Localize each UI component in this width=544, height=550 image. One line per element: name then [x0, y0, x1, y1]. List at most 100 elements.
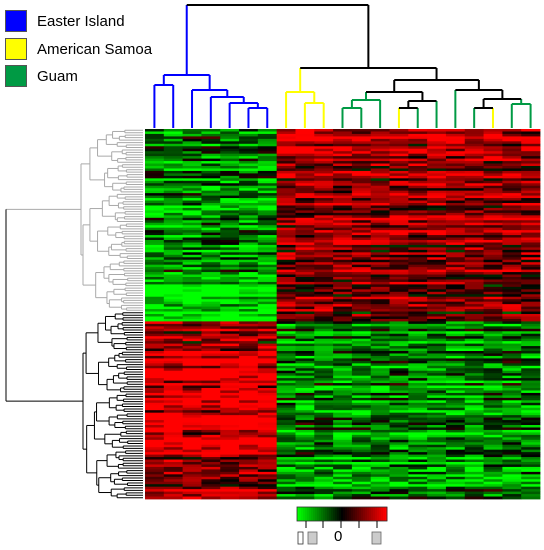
heatmap-cell	[370, 143, 390, 147]
heatmap-cell	[295, 289, 315, 293]
heatmap-cell	[351, 156, 372, 159]
heatmap-cell	[351, 272, 372, 275]
heatmap-cell	[333, 205, 353, 209]
heatmap-cell	[351, 341, 372, 344]
heatmap-cell	[445, 489, 466, 492]
heatmap-cell	[445, 464, 466, 468]
heatmap-cell	[163, 133, 184, 137]
heatmap-cell	[145, 210, 165, 214]
heatmap-cell	[370, 264, 390, 268]
heatmap-cell	[163, 368, 184, 372]
heatmap-cell	[445, 351, 466, 354]
heatmap-cell	[145, 225, 165, 229]
heatmap-cell	[483, 355, 503, 359]
heatmap-cell	[257, 341, 278, 344]
heatmap-cell	[483, 175, 503, 179]
heatmap-cell	[220, 392, 240, 396]
heatmap-cell	[163, 274, 184, 278]
heatmap-cell	[502, 380, 522, 384]
heatmap-cell	[333, 200, 353, 204]
heatmap-cell	[333, 484, 353, 488]
heatmap-cell	[464, 143, 484, 147]
heatmap-cell	[239, 400, 259, 404]
heatmap-cell	[427, 257, 447, 261]
heatmap-cell	[333, 195, 353, 199]
heatmap-cell	[351, 469, 372, 473]
heatmap-cell	[276, 363, 296, 367]
heatmap-cell	[389, 291, 409, 295]
heatmap-cell	[201, 378, 221, 381]
heatmap-cell	[389, 333, 409, 337]
heatmap-cell	[483, 432, 503, 436]
heatmap-cell	[483, 210, 503, 214]
heatmap-cell	[464, 175, 484, 179]
heatmap-cell	[521, 459, 541, 463]
heatmap-cell	[145, 407, 165, 411]
heatmap-cell	[182, 484, 202, 488]
heatmap-cell	[370, 341, 390, 344]
heatmap-cell	[370, 368, 390, 372]
heatmap-cell	[521, 348, 541, 352]
heatmap-cell	[521, 291, 541, 295]
heatmap-cell	[201, 336, 221, 340]
heatmap-cell	[445, 249, 466, 253]
heatmap-cell	[145, 168, 165, 172]
heatmap-cell	[239, 496, 259, 500]
heatmap-cell	[314, 442, 334, 446]
heatmap-cell	[427, 272, 447, 275]
heatmap-cell	[351, 365, 372, 369]
heatmap-cell	[295, 353, 315, 357]
heatmap-cell	[370, 326, 390, 330]
heatmap-cell	[427, 198, 447, 201]
legend-item-american-samoa: American Samoa	[5, 38, 152, 60]
heatmap-cell	[276, 175, 296, 179]
heatmap-cell	[182, 242, 202, 246]
heatmap-cell	[464, 449, 484, 453]
heatmap-cell	[351, 304, 372, 307]
heatmap-cell	[502, 151, 522, 155]
heatmap-cell	[464, 309, 484, 312]
heatmap-cell	[295, 198, 315, 201]
heatmap-cell	[295, 217, 315, 221]
heatmap-cell	[257, 348, 278, 352]
heatmap-cell	[201, 272, 221, 275]
heatmap-cell	[314, 358, 334, 362]
heatmap-cell	[220, 365, 240, 369]
heatmap-cell	[333, 272, 353, 275]
heatmap-cell	[408, 212, 428, 216]
heatmap-cell	[445, 370, 466, 374]
heatmap-cell	[314, 321, 334, 325]
heatmap-cell	[408, 242, 428, 246]
heatmap-cell	[483, 442, 503, 446]
heatmap-cell	[163, 220, 184, 224]
heatmap-cell	[445, 274, 466, 278]
heatmap-cell	[276, 291, 296, 295]
heatmap-cell	[483, 269, 503, 273]
heatmap-cell	[182, 198, 202, 201]
heatmap-cell	[182, 168, 202, 172]
heatmap-cell	[163, 459, 184, 463]
heatmap-cell	[464, 427, 484, 431]
heatmap-cell	[483, 321, 503, 325]
heatmap-cell	[389, 232, 409, 236]
heatmap-cell	[427, 148, 447, 152]
heatmap-cell	[408, 247, 428, 251]
heatmap-cell	[445, 247, 466, 251]
heatmap-cell	[445, 291, 466, 295]
heatmap-cell	[182, 323, 202, 327]
heatmap-cell	[502, 133, 522, 137]
heatmap-cell	[464, 420, 484, 423]
heatmap-cell	[201, 161, 221, 164]
heatmap-cell	[333, 267, 353, 270]
heatmap-cell	[502, 351, 522, 354]
heatmap-cell	[351, 175, 372, 179]
heatmap-cell	[257, 392, 278, 396]
heatmap-cell	[163, 360, 184, 364]
heatmap-cell	[257, 200, 278, 204]
heatmap-cell	[314, 489, 334, 492]
heatmap-cell	[257, 496, 278, 500]
heatmap-cell	[483, 427, 503, 431]
heatmap-cell	[201, 247, 221, 251]
heatmap-cell	[483, 286, 503, 290]
heatmap-cell	[389, 274, 409, 278]
